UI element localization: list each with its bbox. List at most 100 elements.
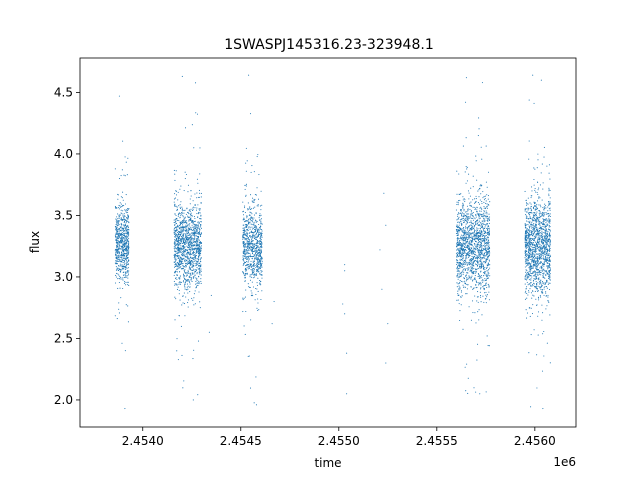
data-point (123, 257, 125, 259)
data-point (488, 248, 490, 250)
data-point (482, 214, 484, 216)
data-point (200, 215, 202, 217)
data-point (184, 178, 186, 180)
data-point (124, 260, 126, 262)
data-point (488, 231, 490, 233)
data-point (182, 267, 185, 269)
data-point (117, 246, 119, 248)
data-point (256, 270, 258, 272)
data-point (189, 281, 191, 283)
data-point (182, 265, 184, 267)
data-point (186, 238, 188, 240)
data-point (123, 174, 125, 176)
data-point (468, 235, 470, 237)
data-point (114, 253, 117, 255)
data-point (485, 200, 487, 202)
data-point (121, 342, 123, 344)
data-point (191, 253, 193, 255)
data-point (473, 233, 475, 235)
data-point (257, 277, 259, 279)
data-point (463, 230, 465, 232)
data-point (200, 265, 202, 267)
data-point (175, 243, 177, 245)
data-point (246, 225, 248, 227)
data-point (249, 113, 252, 115)
data-point (242, 201, 244, 203)
data-point (120, 276, 122, 278)
data-point (116, 318, 118, 320)
data-point (257, 234, 259, 236)
data-point (478, 235, 481, 237)
data-point (192, 200, 194, 202)
data-point (194, 247, 196, 249)
data-point (117, 236, 119, 238)
data-point (480, 259, 482, 261)
data-point (250, 264, 252, 266)
data-point (480, 246, 482, 248)
data-point (187, 229, 189, 231)
data-point (256, 155, 258, 158)
data-point (198, 221, 200, 223)
data-point (123, 254, 125, 256)
data-point (477, 245, 479, 247)
data-point (179, 206, 181, 208)
data-point (480, 225, 482, 227)
data-point (532, 229, 534, 231)
data-point (259, 282, 261, 285)
data-point (182, 238, 184, 240)
data-point (183, 253, 185, 255)
data-point (122, 238, 124, 240)
data-point (255, 247, 257, 250)
data-point (484, 215, 486, 217)
data-point (248, 286, 251, 288)
data-point (179, 247, 181, 249)
data-point (527, 221, 529, 223)
data-point (485, 278, 488, 280)
data-point (254, 299, 256, 301)
data-point (123, 230, 125, 232)
data-point (115, 207, 118, 209)
data-point (476, 238, 478, 240)
data-point (488, 268, 490, 271)
data-point (462, 258, 464, 260)
data-point (470, 205, 472, 207)
data-point (195, 224, 197, 226)
data-point (122, 277, 124, 279)
data-point (487, 219, 489, 221)
data-point (127, 264, 129, 266)
data-point (243, 243, 245, 245)
data-point (190, 274, 192, 276)
data-point (246, 240, 248, 242)
data-point (253, 217, 255, 219)
data-point (193, 276, 195, 278)
data-point (175, 298, 177, 300)
data-point (124, 281, 126, 283)
data-point (459, 265, 461, 267)
data-point (464, 286, 467, 288)
data-point (194, 303, 196, 305)
data-point (545, 292, 547, 294)
data-point (200, 232, 202, 234)
data-point (194, 82, 197, 84)
data-point (176, 338, 178, 340)
data-point (195, 261, 197, 263)
data-point (465, 275, 467, 277)
data-point (484, 269, 486, 271)
data-point (125, 212, 127, 214)
data-point (126, 253, 128, 255)
data-point (475, 215, 477, 217)
data-point (260, 239, 262, 241)
data-point (460, 280, 463, 282)
data-point (190, 195, 192, 197)
data-point (250, 260, 252, 262)
data-point (469, 239, 471, 241)
data-point (530, 197, 532, 199)
data-point (114, 254, 117, 256)
data-point (543, 283, 545, 285)
data-point (185, 296, 187, 298)
data-point (473, 235, 475, 237)
data-point (177, 241, 179, 243)
data-point (528, 291, 530, 293)
data-point (121, 264, 123, 266)
data-point (476, 264, 478, 266)
